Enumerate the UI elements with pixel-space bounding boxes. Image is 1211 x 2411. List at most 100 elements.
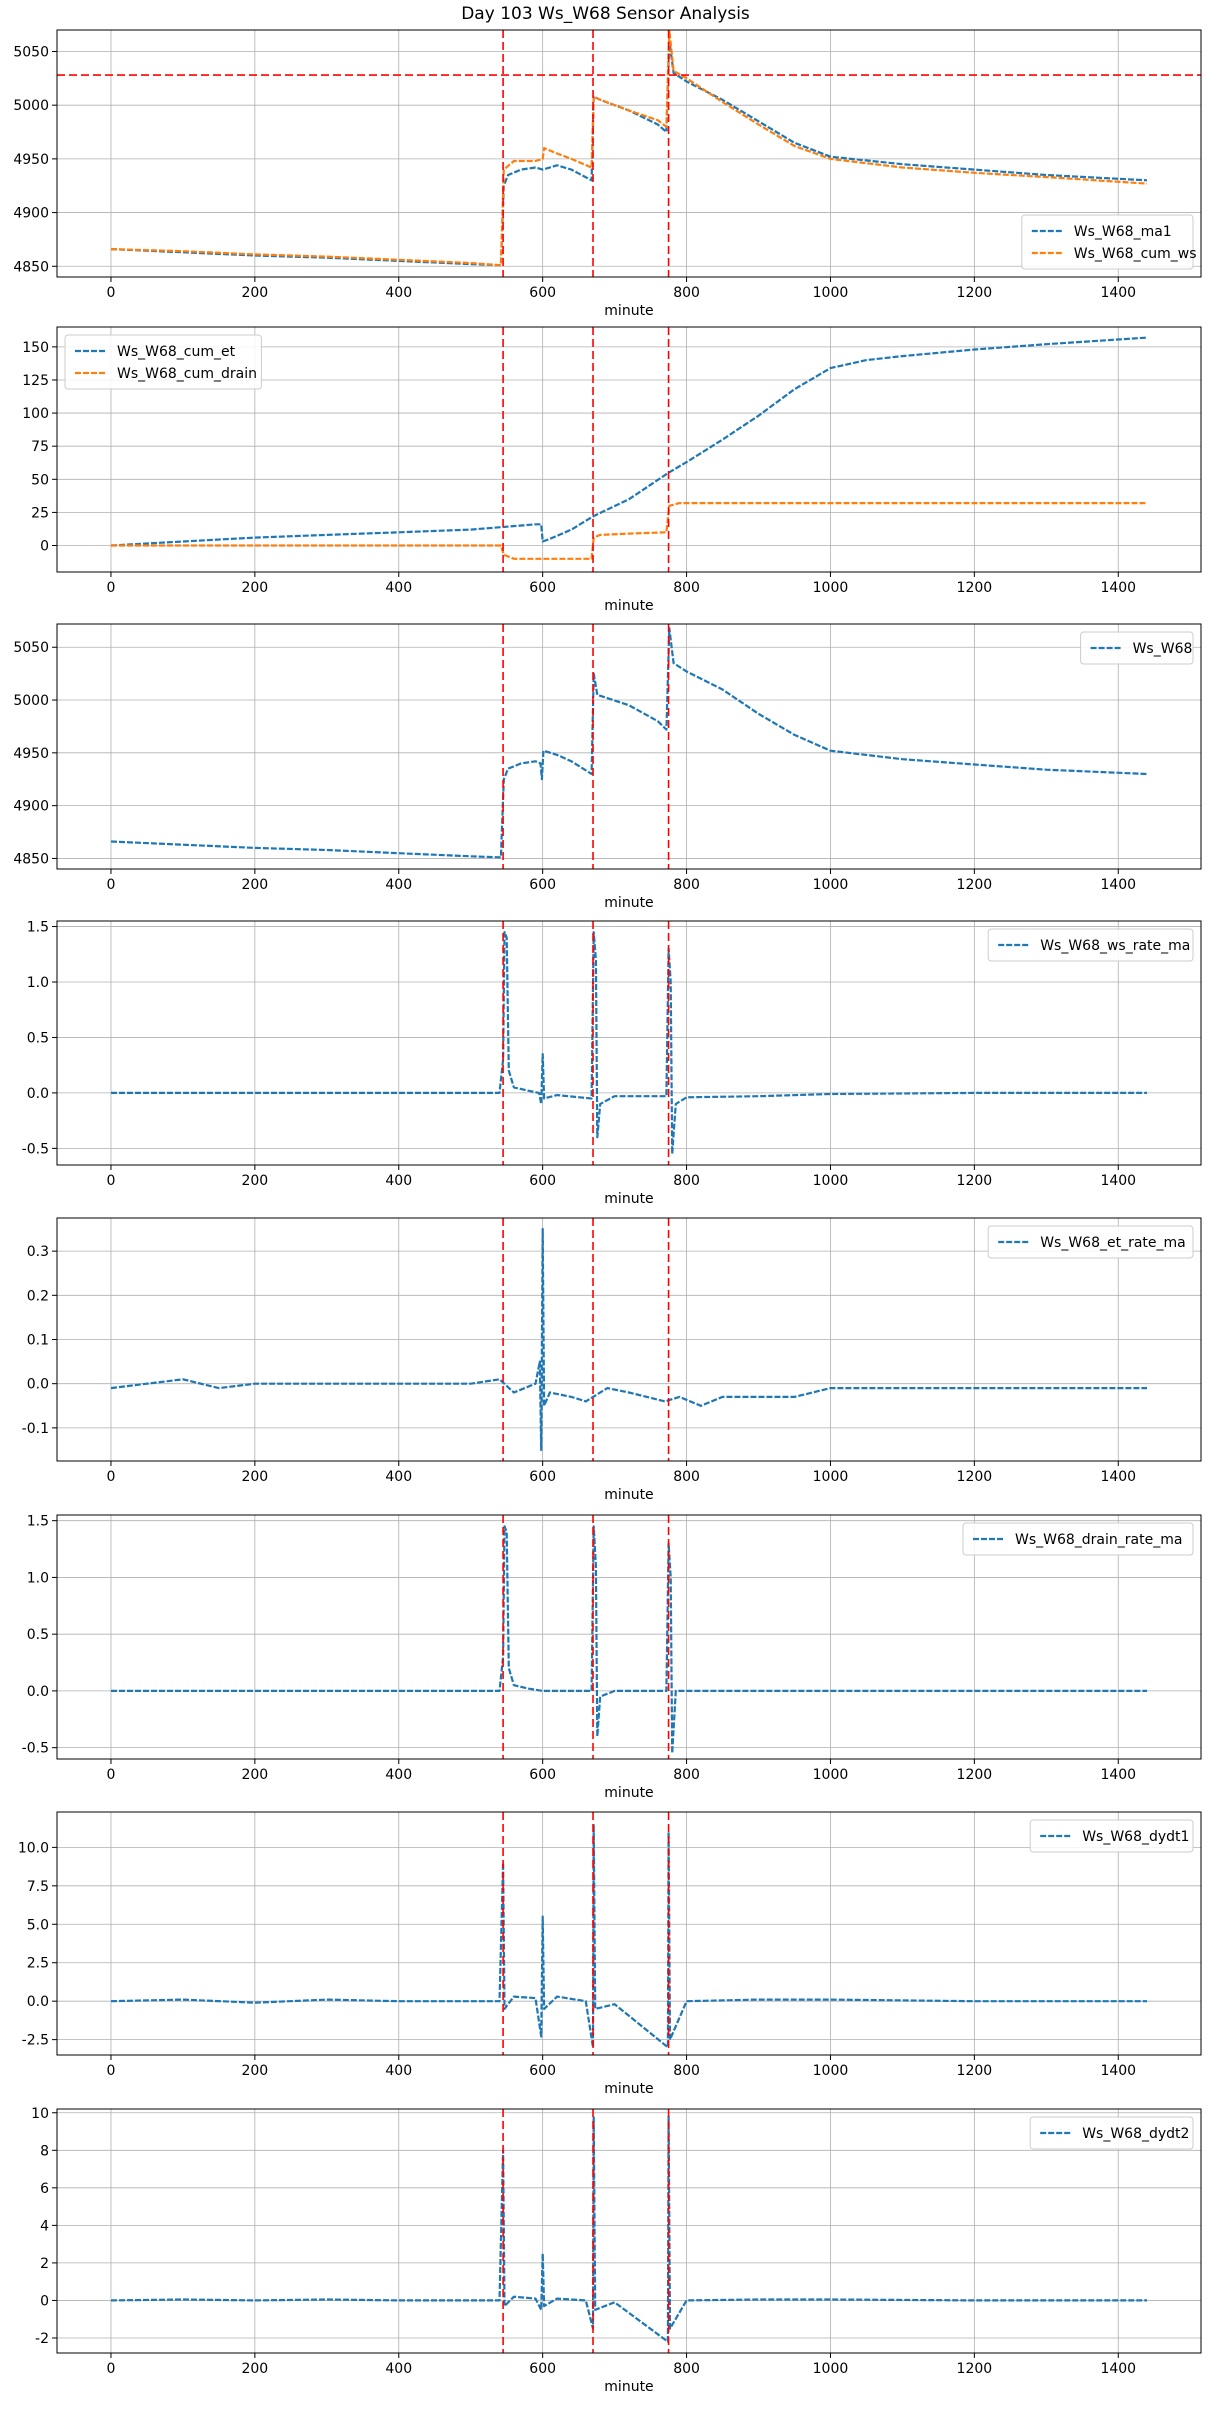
legend-label: Ws_W68_cum_ws xyxy=(1074,246,1197,262)
x-tick-label: 1200 xyxy=(957,1767,993,1783)
axes-frame xyxy=(56,623,1202,870)
y-tick-label: 4850 xyxy=(13,259,49,275)
x-axis-label: minute xyxy=(604,895,653,911)
x-tick-label: 0 xyxy=(107,285,116,301)
y-tick-label: 10.0 xyxy=(18,1840,49,1856)
x-tick-label: 1000 xyxy=(813,1469,849,1485)
chart-panel-4: 0 200 400 600 800 1000 1200 1400 -0.5 0.0 0.5 1.0 1.… xyxy=(22,920,1202,1207)
y-tick-label: -0.1 xyxy=(22,1421,49,1437)
y-tick-label: 0.3 xyxy=(27,1244,49,1260)
y-tick-label: 2 xyxy=(40,2256,49,2272)
x-tick-label: 0 xyxy=(107,1767,116,1783)
legend-label: Ws_W68_et_rate_ma xyxy=(1040,1235,1186,1251)
y-tick-label: 150 xyxy=(22,340,49,356)
x-tick-label: 0 xyxy=(107,2361,116,2377)
axes-frame xyxy=(56,1514,1202,1760)
axes-frame xyxy=(56,2108,1202,2354)
y-tick-label: 7.5 xyxy=(27,1879,49,1895)
plot-area xyxy=(110,2109,1147,2353)
y-tick-label: 100 xyxy=(22,406,49,422)
x-tick-label: 200 xyxy=(241,1767,268,1783)
x-tick-label: 1000 xyxy=(813,285,849,301)
legend-box xyxy=(1080,631,1194,665)
x-tick-label: 1000 xyxy=(813,580,849,596)
legend-box xyxy=(64,334,262,390)
legend-box xyxy=(1021,214,1194,270)
plot-area xyxy=(110,1218,1147,1461)
legend: Ws_W68_ma1 Ws_W68_cum_ws xyxy=(1021,214,1197,270)
plot-area xyxy=(110,327,1148,572)
legend: Ws_W68_dydt1 xyxy=(1029,1819,1194,1853)
y-tick-label: 5000 xyxy=(13,98,49,114)
axes-frame xyxy=(56,29,1202,278)
axes-frame xyxy=(56,326,1202,573)
legend-box xyxy=(1029,1819,1194,1853)
x-tick-label: 400 xyxy=(385,2361,412,2377)
legend-label: Ws_W68_cum_et xyxy=(117,344,236,360)
y-tick-label: 0.2 xyxy=(27,1288,49,1304)
y-tick-label: 5050 xyxy=(13,44,49,60)
x-axis-label: minute xyxy=(604,1191,653,1207)
series-line-Ws_W68_et_rate_ma xyxy=(110,1227,1147,1452)
x-tick-label: 0 xyxy=(107,1469,116,1485)
chart-panel-8: 0 200 400 600 800 1000 1200 1400 -2 0 2 4 6 8 10 minute… xyxy=(31,2106,1202,2395)
x-tick-label: 200 xyxy=(241,285,268,301)
x-tick-label: 400 xyxy=(385,2063,412,2079)
plot-area xyxy=(110,624,1148,869)
y-tick-label: 5050 xyxy=(13,640,49,656)
series-line-Ws_W68_drain_rate_ma xyxy=(111,1525,1147,1755)
y-tick-label: 50 xyxy=(31,472,49,488)
x-tick-label: 1400 xyxy=(1100,1767,1136,1783)
legend-box xyxy=(987,928,1194,962)
x-tick-label: 1000 xyxy=(813,2063,849,2079)
x-tick-label: 400 xyxy=(385,1767,412,1783)
x-tick-label: 1200 xyxy=(957,1173,993,1189)
legend-label: Ws_W68_cum_drain xyxy=(117,366,257,382)
legend-box xyxy=(1029,2116,1194,2150)
series-line-Ws_W68_cum_et xyxy=(110,336,1148,547)
plot-area xyxy=(111,1515,1147,1759)
x-tick-label: 800 xyxy=(673,1767,700,1783)
x-axis-label: minute xyxy=(604,303,653,319)
y-tick-label: 1.5 xyxy=(27,920,49,936)
x-tick-label: 800 xyxy=(673,2063,700,2079)
x-tick-label: 600 xyxy=(529,2361,556,2377)
x-axis-label: minute xyxy=(604,598,653,614)
x-tick-label: 1000 xyxy=(813,1173,849,1189)
x-tick-label: 200 xyxy=(241,1469,268,1485)
legend-label: Ws_W68_ws_rate_ma xyxy=(1040,938,1190,954)
x-tick-label: 1200 xyxy=(957,877,993,893)
y-tick-label: 0.0 xyxy=(27,1086,49,1102)
y-tick-label: 0.1 xyxy=(27,1333,49,1349)
x-axis-label: minute xyxy=(604,1785,653,1801)
y-tick-label: 125 xyxy=(22,373,49,389)
x-tick-label: 1200 xyxy=(957,1469,993,1485)
y-tick-label: 5000 xyxy=(13,693,49,709)
x-tick-label: 400 xyxy=(385,877,412,893)
x-tick-label: 600 xyxy=(529,1767,556,1783)
axes-frame xyxy=(56,1811,1202,2056)
legend: Ws_W68_drain_rate_ma xyxy=(962,1522,1194,1556)
legend: Ws_W68_dydt2 xyxy=(1029,2116,1194,2150)
y-tick-label: -2.5 xyxy=(22,2033,49,2049)
x-tick-label: 0 xyxy=(107,877,116,893)
series-line-Ws_W68_ws_rate_ma xyxy=(111,931,1147,1155)
y-tick-label: 10 xyxy=(31,2106,49,2122)
chart-panel-3: 0 200 400 600 800 1000 1200 1400 4850 4900 4950 500… xyxy=(13,623,1202,911)
series-line-Ws_W68_cum_drain xyxy=(111,502,1147,560)
x-tick-label: 800 xyxy=(673,2361,700,2377)
series-line-Ws_W68_dydt1 xyxy=(110,1823,1147,2049)
y-tick-label: -0.5 xyxy=(22,1741,49,1757)
y-tick-label: 0.0 xyxy=(27,1684,49,1700)
x-tick-label: 0 xyxy=(107,1173,116,1189)
y-tick-label: 8 xyxy=(40,2143,49,2159)
x-tick-label: 0 xyxy=(107,580,116,596)
y-tick-label: 4850 xyxy=(13,851,49,867)
x-tick-label: 200 xyxy=(241,1173,268,1189)
legend-box xyxy=(962,1522,1194,1556)
chart-panel-5: 0 200 400 600 800 1000 1200 1400 -0.1 0.0 0.1 0.2 0.… xyxy=(22,1217,1202,1503)
y-tick-label: 0 xyxy=(40,2293,49,2309)
x-tick-label: 1400 xyxy=(1100,1469,1136,1485)
series-line-Ws_W68 xyxy=(110,627,1148,859)
x-tick-label: 1400 xyxy=(1100,285,1136,301)
